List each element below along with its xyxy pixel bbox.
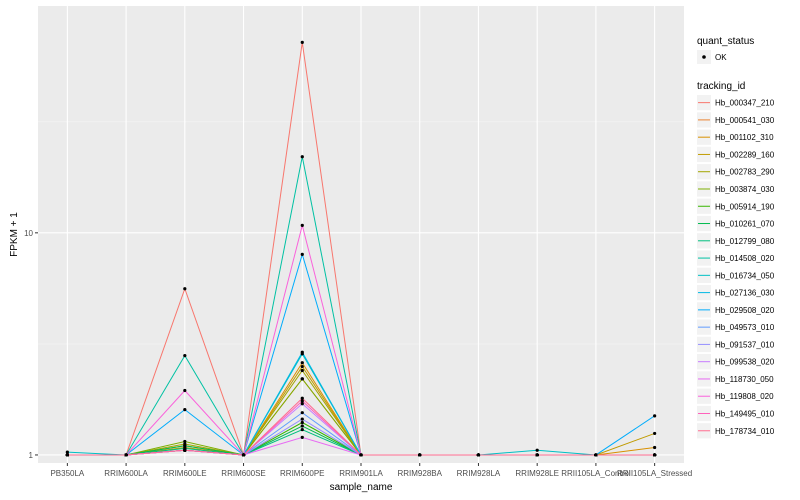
data-point [653,414,657,418]
data-point [300,364,304,369]
data-point [183,444,187,448]
x-tick-label: PB350LA [50,469,84,478]
data-point [300,420,304,425]
data-point [300,361,304,365]
data-point [300,428,304,432]
data-point [300,252,304,256]
legend-series-label: Hb_000541_030 [715,116,775,125]
x-tick-label: RRIM600LE [163,469,207,478]
legend-series-label: Hb_003874_030 [715,185,775,194]
data-point [183,388,187,393]
legend-series-label: Hb_029508_020 [715,306,775,315]
x-tick-label: RRIM600SE [221,469,265,478]
y-axis: 1 10 [24,229,38,460]
series-points [65,40,657,457]
x-tick-label: RRIM928BA [397,469,442,478]
legend-color-entries: Hb_000347_210 Hb_000541_030 Hb_001102_310 H… [697,95,775,439]
x-tick-label: RRIM928LA [457,469,501,478]
data-point [476,453,481,457]
legend: quant_status OK tracking_id Hb_000347_21… [697,36,775,439]
data-point [300,377,304,381]
legend-series-label: Hb_014508_020 [715,254,775,263]
x-tick-label: RRIM600PE [280,469,324,478]
data-point [300,417,304,421]
data-point [183,408,187,412]
legend-series-label: Hb_099538_020 [715,358,775,367]
legend-series-label: Hb_005914_190 [715,202,775,211]
legend-series-label: Hb_091537_010 [715,340,775,349]
x-axis: PB350LA RRIM600LA RRIM600LE RRIM600SE RRIM60… [50,463,692,478]
data-point [300,424,304,428]
data-point [300,396,304,400]
legend-series-label: Hb_049573_010 [715,323,775,332]
data-point [535,448,539,452]
legend-series-label: Hb_027136_030 [715,289,775,298]
legend-series-label: Hb_001102_310 [715,133,774,142]
data-point [653,445,657,450]
legend-shape-label: OK [715,53,727,62]
legend-series-label: Hb_178734_010 [715,427,775,436]
x-tick-label: RRIM928LE [515,469,559,478]
data-point [653,431,657,436]
data-point [183,448,187,452]
x-tick-label: RRIM901LA [339,469,383,478]
legend-series-label: Hb_016734_050 [715,271,775,280]
legend-series-label: Hb_002783_290 [715,168,775,177]
data-point [65,453,69,457]
x-tick-label: RRII105LA_Stressed [617,469,692,478]
data-point [300,399,304,403]
legend-series-label: Hb_012799_080 [715,237,775,246]
data-point [300,40,304,45]
legend-series-label: Hb_118730_050 [715,375,774,384]
legend-series-label: Hb_119808_020 [715,392,774,401]
data-point [653,453,657,457]
data-point [183,439,187,444]
x-tick-label: RRIM600LA [104,469,148,478]
legend-point-symbol [702,55,706,59]
legend-series-label: Hb_010261_070 [715,220,775,229]
legend-shape-title: quant_status [697,36,754,47]
data-point [535,453,539,457]
data-point [300,223,304,228]
data-point [300,155,304,159]
y-tick-label: 1 [29,451,34,460]
y-axis-title: FPKM + 1 [9,212,20,257]
legend-series-label: Hb_000347_210 [715,99,775,108]
data-point [300,402,304,406]
legend-shape-entries: OK [697,50,727,64]
data-point [183,287,187,291]
data-point [300,350,304,354]
x-tick-label: RRII105LA_Control [561,469,631,478]
legend-series-label: Hb_002289_160 [715,150,775,159]
x-axis-title: sample_name [330,482,393,493]
data-point [300,411,304,415]
data-point [241,453,246,457]
y-tick-label: 10 [24,229,33,238]
data-point [300,435,304,439]
data-point [124,453,128,457]
data-point [359,453,363,457]
data-point [594,453,598,457]
legend-series-label: Hb_149495_010 [715,409,775,418]
data-point [183,354,187,358]
data-point [65,450,69,454]
legend-color-title: tracking_id [697,81,745,92]
data-point [300,368,304,373]
data-point [418,453,422,457]
